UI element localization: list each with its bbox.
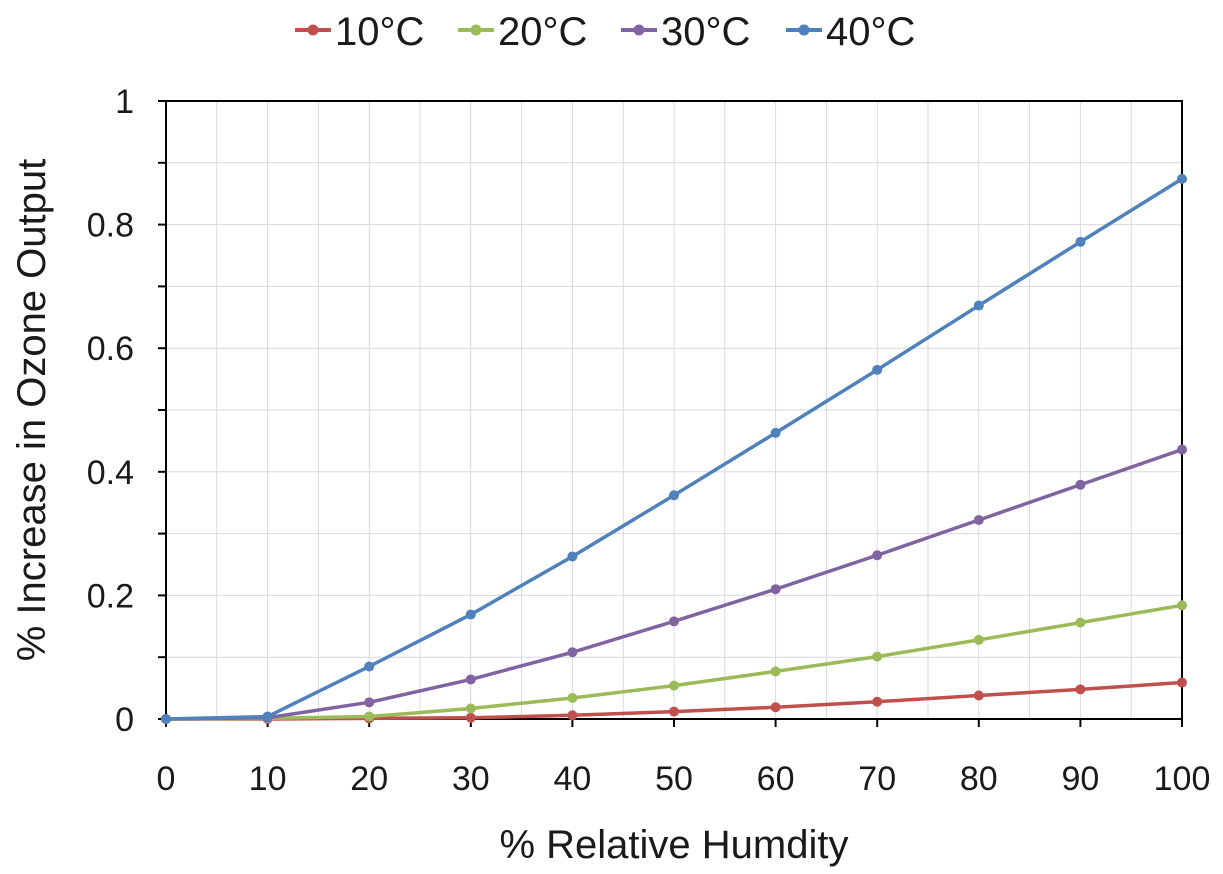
x-tick-label: 60	[757, 760, 795, 798]
data-point	[973, 515, 984, 526]
x-tick-label: 70	[858, 760, 896, 798]
data-point	[1177, 173, 1187, 184]
x-tick-label: 100	[1154, 760, 1211, 798]
tick-labels: 0 10 20 30 40 50 60 70 80 90 100 0 0.2 0.4 0.6 0.8 1	[87, 83, 1211, 798]
x-tick-label: 30	[452, 760, 490, 798]
legend-marker	[307, 24, 319, 36]
data-point	[465, 712, 476, 723]
data-point	[465, 674, 476, 685]
data-point	[1075, 617, 1086, 628]
data-point	[669, 490, 679, 501]
data-point	[1177, 677, 1187, 688]
data-point	[973, 634, 984, 645]
y-tick-label: 0.4	[87, 454, 134, 492]
legend-label: 10°C	[335, 10, 424, 54]
x-tick-label: 0	[157, 760, 176, 798]
data-point	[364, 711, 375, 722]
data-point	[1177, 600, 1187, 611]
x-tick-label: 20	[350, 760, 388, 798]
data-point	[770, 702, 781, 713]
data-point	[567, 551, 578, 562]
x-tick-label: 50	[655, 760, 693, 798]
data-point	[1075, 684, 1086, 695]
y-tick-label: 0.6	[87, 330, 134, 368]
data-point	[669, 680, 679, 691]
data-point	[973, 690, 984, 701]
x-tick-label: 90	[1061, 760, 1099, 798]
data-point	[364, 697, 375, 708]
data-point	[872, 550, 883, 561]
legend-marker	[470, 24, 482, 36]
y-tick-label: 0.8	[87, 207, 134, 245]
data-point	[973, 300, 984, 311]
legend: 10°C 20°C 30°C 40°C	[295, 10, 915, 54]
x-tick-label: 10	[249, 760, 287, 798]
data-point	[465, 703, 476, 714]
data-point	[567, 647, 578, 658]
x-axis-title: % Relative Humdity	[499, 823, 848, 867]
x-tick-label: 80	[960, 760, 998, 798]
data-point	[465, 609, 476, 620]
legend-marker	[798, 24, 810, 36]
data-point	[669, 706, 679, 717]
data-point	[1177, 444, 1187, 455]
series-lines	[161, 173, 1187, 724]
y-tick-label: 0	[115, 701, 134, 739]
data-point	[669, 616, 679, 627]
data-point	[364, 661, 375, 672]
data-point	[872, 651, 883, 662]
data-point	[770, 584, 781, 595]
data-point	[567, 692, 578, 703]
data-point	[567, 710, 578, 721]
y-tick-label: 0.2	[87, 577, 134, 615]
data-point	[1075, 236, 1086, 247]
data-point	[1075, 479, 1086, 490]
legend-label: 20°C	[498, 10, 587, 54]
legend-label: 30°C	[661, 10, 750, 54]
data-point	[770, 666, 781, 677]
y-axis-title: % Increase in Ozone Output	[10, 159, 54, 662]
data-point	[872, 696, 883, 707]
data-point	[161, 714, 171, 724]
data-point	[770, 427, 781, 438]
legend-label: 40°C	[826, 10, 915, 54]
x-tick-label: 40	[553, 760, 591, 798]
gridlines	[166, 101, 1182, 719]
legend-marker	[633, 24, 645, 36]
data-point	[872, 364, 883, 375]
y-tick-label: 1	[115, 83, 134, 121]
data-point	[262, 711, 273, 722]
